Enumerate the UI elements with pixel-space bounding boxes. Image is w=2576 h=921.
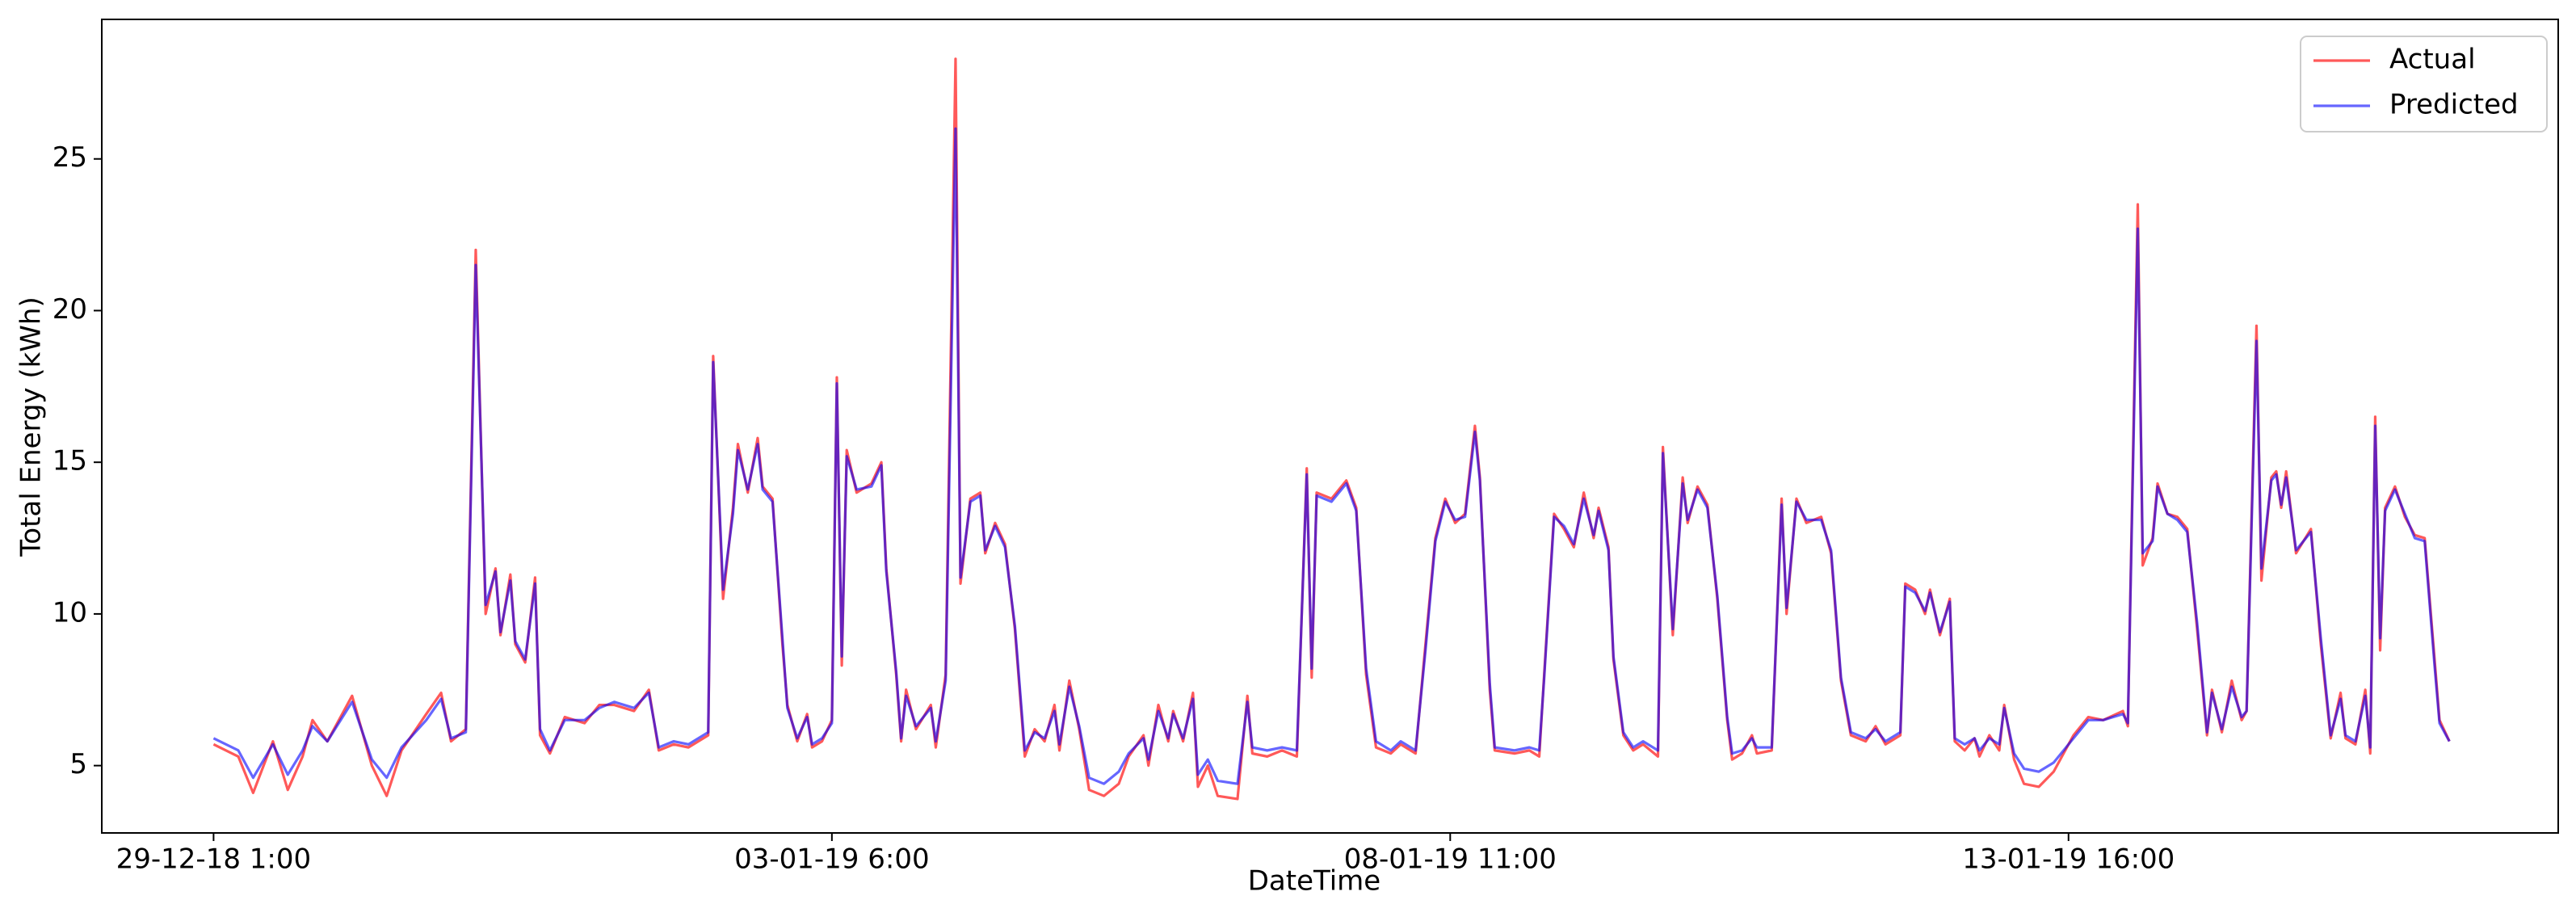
y-tick-label: 15	[53, 445, 87, 477]
x-tick-label: 03-01-19 6:00	[734, 843, 930, 876]
y-axis-label: Total Energy (kWh)	[15, 296, 48, 557]
legend-label: Predicted	[2389, 89, 2519, 121]
legend-label: Actual	[2389, 44, 2476, 76]
series-line	[212, 127, 2451, 785]
y-tick-label: 20	[53, 293, 87, 326]
x-tick-label: 08-01-19 11:00	[1344, 843, 1557, 876]
x-tick-label: 13-01-19 16:00	[1962, 843, 2175, 876]
series-line	[212, 57, 2451, 801]
x-tick-label: 29-12-18 1:00	[116, 843, 312, 876]
x-axis-label: DateTime	[1248, 865, 1380, 898]
plot-frame	[101, 19, 2559, 834]
y-tick-label: 10	[53, 596, 87, 629]
y-tick-label: 25	[53, 141, 87, 174]
y-tick-label: 5	[69, 748, 87, 780]
